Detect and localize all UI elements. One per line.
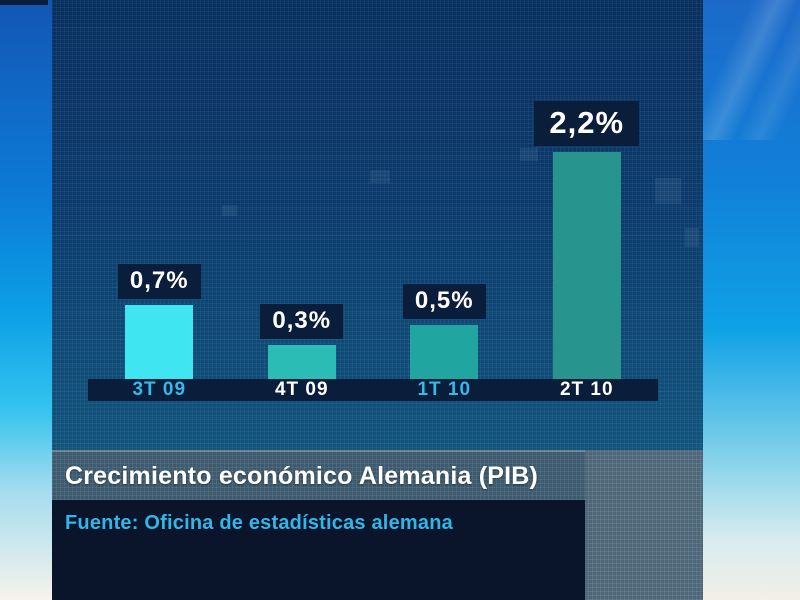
x-axis-label: 1T 10	[417, 379, 472, 400]
bar-group-1t-10: 0,5%	[373, 284, 516, 379]
bar-group-3t-09: 0,7%	[88, 264, 231, 379]
background-ghost-patch	[520, 148, 538, 161]
top-left-dark-sliver	[0, 0, 48, 5]
bar	[125, 305, 194, 379]
chart-title: Crecimiento económico Alemania (PIB)	[65, 461, 539, 490]
bar	[267, 345, 336, 379]
background-right-strip	[703, 0, 800, 600]
value-label: 2,2%	[534, 101, 640, 146]
value-label: 0,7%	[117, 264, 201, 299]
background-light-streak	[703, 0, 800, 140]
background-ghost-patch	[370, 170, 390, 183]
x-axis-strip: 3T 09 4T 09 1T 10 2T 10	[88, 379, 658, 401]
value-label: 0,5%	[402, 284, 486, 319]
x-axis-label: 4T 09	[274, 379, 329, 400]
source-text: Fuente: Oficina de estadísticas alemana	[65, 512, 453, 534]
x-axis-label: 3T 09	[132, 379, 187, 400]
chart-title-bar: Crecimiento económico Alemania (PIB)	[52, 450, 585, 500]
background-ghost-patch	[222, 205, 237, 216]
bar	[410, 325, 479, 379]
x-axis-label: 2T 10	[559, 379, 614, 400]
bar	[552, 152, 621, 379]
background-ghost-patch	[685, 228, 699, 247]
value-label: 0,3%	[260, 304, 344, 339]
background-left-strip	[0, 0, 52, 600]
bar-group-2t-10: 2,2%	[516, 101, 659, 379]
source-panel: Fuente: Oficina de estadísticas alemana	[52, 500, 585, 600]
bar-group-4t-09: 0,3%	[231, 304, 374, 379]
background-ghost-patch	[655, 178, 681, 204]
bar-chart: 0,7% 0,3% 0,5% 2,2%	[88, 29, 658, 379]
